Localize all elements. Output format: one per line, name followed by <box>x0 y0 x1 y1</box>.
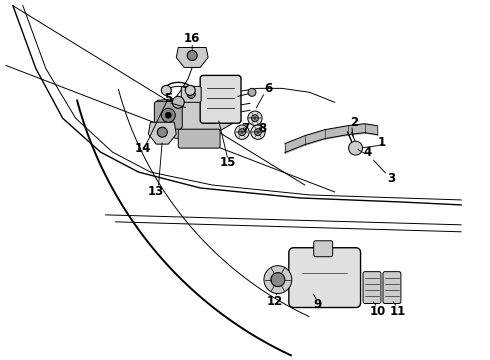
Circle shape <box>161 85 172 95</box>
FancyBboxPatch shape <box>383 272 401 303</box>
Text: 9: 9 <box>314 298 322 311</box>
Polygon shape <box>148 122 176 144</box>
Text: 5: 5 <box>164 92 172 105</box>
Text: 2: 2 <box>350 116 359 129</box>
FancyBboxPatch shape <box>154 101 182 129</box>
Circle shape <box>157 127 167 137</box>
Circle shape <box>165 112 172 118</box>
Circle shape <box>271 273 285 287</box>
Text: 10: 10 <box>369 305 386 318</box>
Text: 6: 6 <box>264 82 272 95</box>
Text: 1: 1 <box>377 136 386 149</box>
Circle shape <box>161 108 175 122</box>
Circle shape <box>248 88 256 96</box>
Circle shape <box>239 129 245 136</box>
FancyBboxPatch shape <box>200 75 241 123</box>
Text: 11: 11 <box>389 305 406 318</box>
Text: 7: 7 <box>241 122 249 135</box>
Circle shape <box>187 90 195 98</box>
Circle shape <box>251 115 258 122</box>
Circle shape <box>187 50 197 60</box>
Circle shape <box>254 129 262 136</box>
Text: 13: 13 <box>147 185 164 198</box>
Circle shape <box>264 266 292 293</box>
Text: 15: 15 <box>220 156 236 168</box>
Circle shape <box>235 125 249 139</box>
Circle shape <box>251 125 265 139</box>
Circle shape <box>248 111 262 125</box>
FancyBboxPatch shape <box>363 272 381 303</box>
Circle shape <box>185 85 195 95</box>
Text: 3: 3 <box>388 171 395 185</box>
FancyBboxPatch shape <box>181 86 201 102</box>
FancyBboxPatch shape <box>314 241 333 257</box>
Circle shape <box>172 96 184 108</box>
Polygon shape <box>157 96 233 138</box>
Text: 8: 8 <box>258 122 266 135</box>
Text: 14: 14 <box>134 141 150 155</box>
Circle shape <box>348 141 363 155</box>
Polygon shape <box>176 48 208 67</box>
FancyBboxPatch shape <box>289 248 361 307</box>
Text: 16: 16 <box>184 32 200 45</box>
FancyBboxPatch shape <box>178 129 220 148</box>
Text: 12: 12 <box>267 295 283 308</box>
Text: 4: 4 <box>364 145 371 159</box>
